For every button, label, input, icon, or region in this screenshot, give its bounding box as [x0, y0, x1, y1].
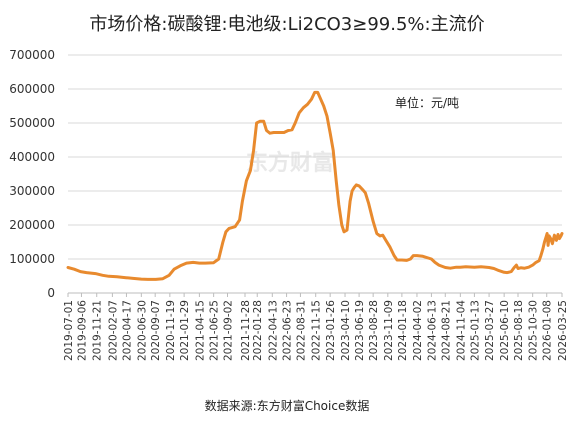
x-axis-ticks: 2019-07-01 2019-09-06 2019-11-21 2020-02-07… [63, 293, 569, 361]
x-tick-label: 2021-11-28 [240, 300, 252, 361]
x-tick-label: 2024-08-21 [440, 300, 452, 361]
x-tick-label: 2026-01-08 [542, 300, 554, 361]
x-tick-label: 2022-04-13 [267, 300, 279, 361]
x-tick-label: 2023-11-09 [383, 300, 395, 361]
x-tick-label: 2025-08-18 [513, 300, 525, 361]
x-tick-label: 2025-10-30 [528, 300, 540, 361]
x-tick-label: 2021-09-02 [223, 300, 235, 361]
x-tick-label: 2024-04-02 [412, 300, 424, 361]
y-tick-label: 500000 [9, 116, 55, 130]
x-tick-label: 2019-07-01 [63, 300, 75, 361]
y-tick-label: 600000 [9, 82, 55, 96]
x-tick-label: 2025-03-27 [484, 300, 496, 361]
y-tick-label: 100000 [9, 252, 55, 266]
x-tick-label: 2020-06-30 [136, 300, 148, 361]
chart-title: 市场价格:碳酸锂:电池级:Li2CO3≥99.5%:主流价 [89, 14, 484, 35]
x-tick-label: 2022-01-28 [252, 300, 264, 361]
y-tick-label: 700000 [9, 48, 55, 62]
x-tick-label: 2025-06-10 [499, 300, 511, 361]
x-tick-label: 2024-01-18 [397, 300, 409, 361]
x-tick-label: 2021-01-29 [179, 300, 191, 361]
x-tick-label: 2023-01-26 [325, 300, 337, 361]
x-tick-label: 2026-03-25 [557, 300, 569, 361]
x-tick-label: 2024-06-13 [426, 300, 438, 361]
x-tick-label: 2021-06-25 [209, 300, 221, 361]
gridlines [68, 54, 562, 294]
y-tick-label: 300000 [9, 184, 55, 198]
y-tick-label: 400000 [9, 150, 55, 164]
x-tick-label: 2022-08-31 [295, 300, 307, 361]
x-tick-label: 2021-04-15 [194, 300, 206, 361]
y-tick-label: 0 [47, 286, 55, 300]
x-tick-label: 2020-11-19 [165, 300, 177, 361]
y-tick-label: 200000 [9, 218, 55, 232]
x-tick-label: 2019-11-21 [92, 300, 104, 361]
x-tick-label: 2023-06-19 [354, 300, 366, 361]
unit-label: 单位：元/吨 [395, 95, 459, 110]
x-tick-label: 2024-11-04 [455, 300, 467, 361]
x-tick-label: 2023-04-10 [340, 300, 352, 361]
y-axis-ticks: 0 100000 200000 300000 400000 500000 600000 700… [9, 48, 55, 300]
watermark: 东方财富 [246, 150, 334, 176]
x-tick-label: 2023-08-28 [368, 300, 380, 361]
x-tick-label: 2020-02-07 [107, 300, 119, 361]
x-tick-label: 2019-09-06 [76, 300, 88, 361]
x-tick-label: 2020-04-17 [121, 300, 133, 361]
x-tick-label: 2022-06-23 [282, 300, 294, 361]
x-tick-label: 2022-11-15 [311, 300, 323, 361]
x-tick-label: 2025-01-13 [469, 300, 481, 361]
source-note: 数据来源:东方财富Choice数据 [205, 398, 370, 413]
x-tick-label: 2020-09-07 [150, 300, 162, 361]
price-line [66, 90, 564, 281]
